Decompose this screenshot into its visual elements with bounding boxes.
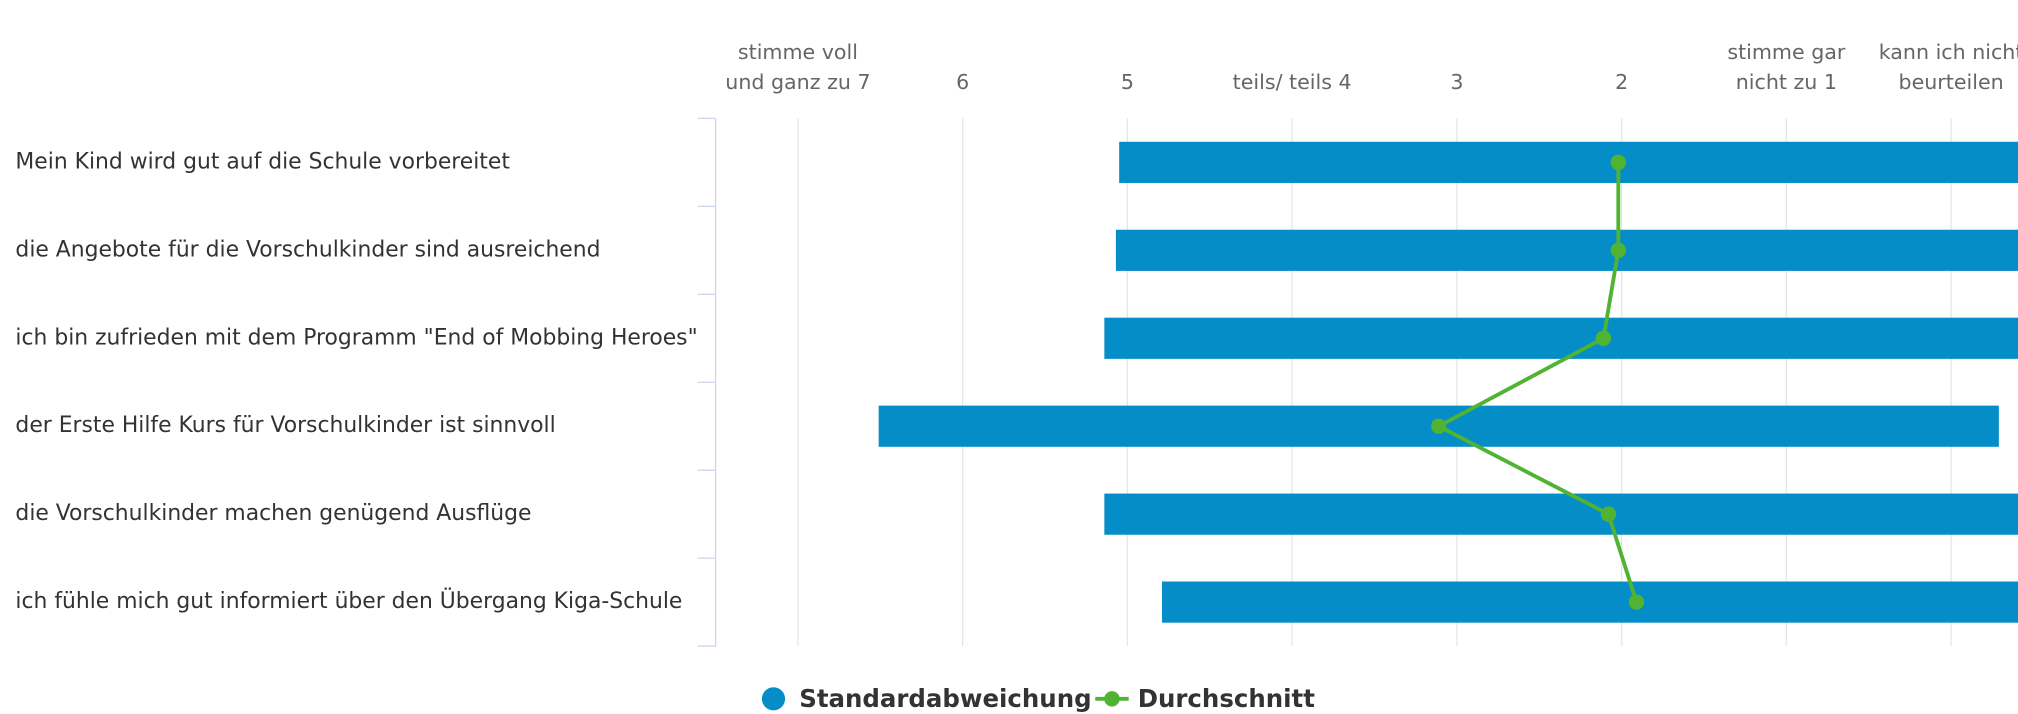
bar (1119, 141, 2018, 183)
y-tick-label: die Angebote für die Vorschulkinder sind… (15, 237, 600, 262)
bar (1115, 229, 2018, 271)
bar (1162, 581, 2018, 623)
y-tick-label: ich fühle mich gut informiert über den Ü… (15, 588, 682, 614)
y-tick-label: ich bin zufrieden mit dem Programm "End … (15, 325, 697, 350)
y-tick-label: Mein Kind wird gut auf die Schule vorber… (15, 149, 510, 174)
legend-label: Durchschnitt (1138, 684, 1316, 713)
line-marker (1431, 418, 1447, 434)
line (1434, 162, 1639, 603)
x-tick-label: kann ich nicht beurteilen (1878, 39, 2018, 94)
line-marker (1628, 594, 1645, 610)
legend-symbol (1104, 691, 1120, 707)
x-tick-label: stimme gar nicht zu 1 (1727, 39, 1846, 94)
x-tick-label: 2 (1615, 69, 1629, 94)
x-tick-label: teils/ teils 4 (1232, 69, 1352, 94)
y-tick-label: der Erste Hilfe Kurs für Vorschulkinder … (15, 413, 555, 438)
x-tick-label: 5 (1120, 69, 1134, 94)
x-tick-label: stimme voll und ganz zu 7 (725, 39, 871, 94)
line-marker (1595, 330, 1612, 346)
line-marker (1600, 506, 1617, 522)
line-marker (1610, 154, 1627, 171)
plot-area (878, 141, 2018, 623)
x-tick-label: 3 (1450, 69, 1464, 94)
bar (1104, 317, 2018, 359)
x-tick-label: 6 (956, 69, 970, 94)
legend-label: Standardabweichung (799, 684, 1091, 713)
bar (1104, 493, 2018, 535)
line-marker (1610, 242, 1627, 259)
legend-symbol (761, 687, 786, 711)
y-tick-label: die Vorschulkinder machen genügend Ausfl… (15, 501, 531, 526)
